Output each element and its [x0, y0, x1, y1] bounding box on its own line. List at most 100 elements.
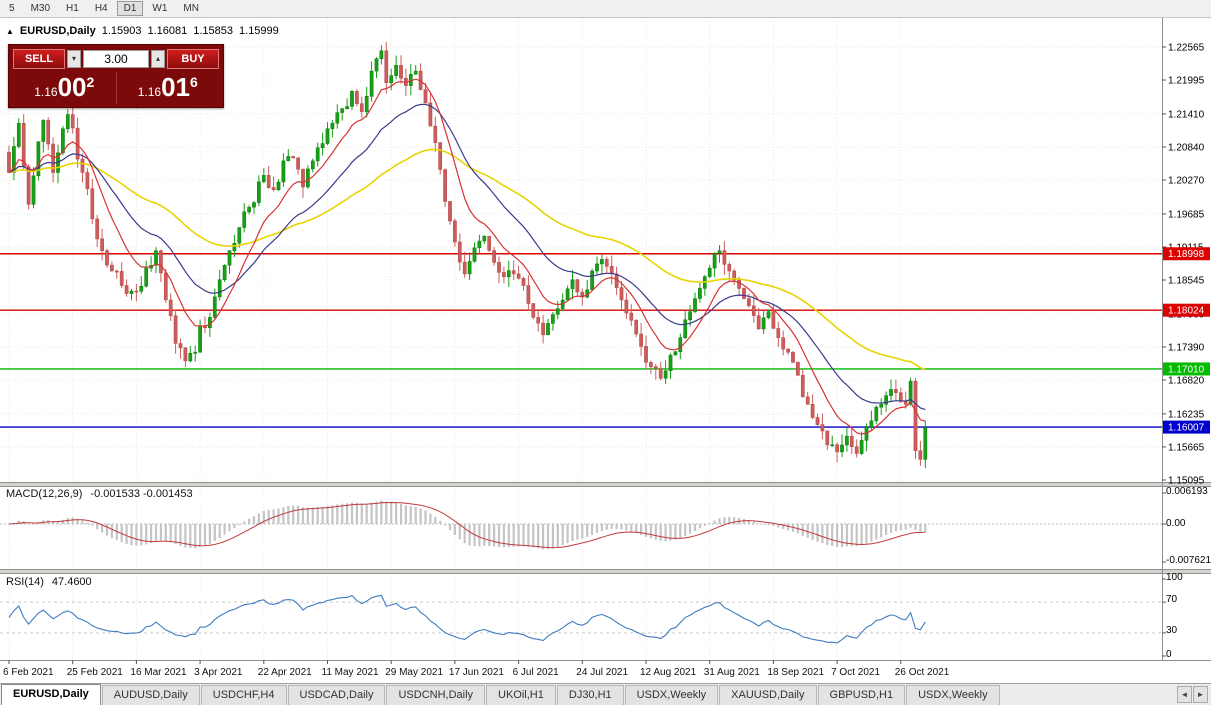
svg-text:25 Feb 2021: 25 Feb 2021	[67, 667, 124, 678]
buy-price-prefix: 1.16	[137, 85, 162, 99]
svg-text:1.22565: 1.22565	[1168, 43, 1205, 54]
svg-text:1.18545: 1.18545	[1168, 275, 1205, 286]
price-level-badge: 1.16007	[1163, 420, 1210, 434]
price-chart[interactable]: 1.22565 1.21995 1.21410 1.20840 1.20270 1.196…	[0, 18, 1211, 683]
buy-price-pips: 01	[161, 72, 190, 102]
ohlc-low: 1.15853	[193, 25, 234, 37]
svg-text:26 Oct 2021: 26 Oct 2021	[895, 667, 950, 678]
chart-symbol-label: EURUSD,Daily	[19, 25, 96, 37]
chart-tab-ukoil-h1-5[interactable]: UKOil,H1	[486, 685, 556, 705]
chart-tab-xauusd-daily-8[interactable]: XAUUSD,Daily	[719, 685, 817, 705]
sell-price-prefix: 1.16	[34, 85, 58, 99]
chart-tab-dj30-h1-6[interactable]: DJ30,H1	[556, 685, 624, 705]
svg-text:1.16820: 1.16820	[1168, 375, 1205, 386]
svg-text:24 Jul 2021: 24 Jul 2021	[576, 667, 628, 678]
macd-values: -0.001533 -0.001453	[90, 488, 193, 500]
svg-text:18 Sep 2021: 18 Sep 2021	[767, 667, 824, 678]
macd-indicator-label: MACD(12,26,9) -0.001533 -0.001453	[6, 488, 193, 500]
buy-price[interactable]: 1.16016	[117, 72, 220, 104]
rsi-axis-100: 100	[1166, 572, 1183, 583]
macd-axis-zero: 0.00	[1166, 518, 1186, 529]
pane-dividers[interactable]	[0, 482, 1211, 574]
svg-text:3 Apr 2021: 3 Apr 2021	[194, 667, 243, 678]
price-level-badge: 1.18998	[1163, 247, 1210, 261]
volume-decrease-button[interactable]: ▾	[67, 50, 81, 68]
ohlc-close: 1.15999	[239, 25, 279, 37]
chart-tab-eurusd-daily-0[interactable]: EURUSD,Daily	[1, 684, 101, 705]
svg-text:17 Jun 2021: 17 Jun 2021	[449, 667, 504, 678]
sell-button[interactable]: SELL	[13, 49, 65, 69]
symbol-tabbar: EURUSD,Daily AUDUSD,Daily USDCHF,H4 USDCAD,…	[0, 683, 1211, 705]
macd-pane	[0, 500, 1162, 550]
svg-text:1.16235: 1.16235	[1168, 409, 1205, 420]
svg-text:1.19685: 1.19685	[1168, 209, 1205, 220]
svg-text:6 Jul 2021: 6 Jul 2021	[513, 667, 560, 678]
one-click-trading-panel: SELL ▾ 3.00 ▴ BUY 1.16002 1.16016	[8, 44, 224, 108]
volume-increase-button[interactable]: ▴	[151, 50, 165, 68]
chart-tab-usdcnh-daily-4[interactable]: USDCNH,Daily	[386, 685, 486, 705]
svg-text:11 May 2021: 11 May 2021	[322, 667, 380, 678]
svg-text:16 Mar 2021: 16 Mar 2021	[130, 667, 187, 678]
timeframe-button-d1[interactable]: D1	[116, 1, 144, 16]
price-axis[interactable]: 1.22565 1.21995 1.21410 1.20840 1.20270 1.196…	[0, 18, 1211, 661]
date-axis[interactable]: 6 Feb 2021 25 Feb 2021 16 Mar 2021 3 Apr 20…	[3, 660, 950, 678]
sell-price-pips: 00	[57, 72, 87, 102]
svg-text:1.15665: 1.15665	[1168, 442, 1205, 453]
price-level-badge: 1.18024	[1163, 303, 1210, 317]
chart-tab-usdcad-daily-3[interactable]: USDCAD,Daily	[287, 685, 386, 705]
rsi-indicator-label: RSI(14) 47.4600	[6, 576, 92, 588]
svg-text:6 Feb 2021: 6 Feb 2021	[3, 667, 54, 678]
svg-text:29 May 2021: 29 May 2021	[385, 667, 443, 678]
buy-button[interactable]: BUY	[167, 49, 219, 69]
sell-price-point: 2	[86, 74, 95, 90]
svg-text:1.17010: 1.17010	[1168, 364, 1205, 375]
moving-averages	[8, 78, 926, 435]
timeframe-button-w1[interactable]: W1	[145, 1, 174, 16]
rsi-pane	[0, 594, 1162, 644]
svg-text:1.20270: 1.20270	[1168, 176, 1205, 187]
svg-text:1.15095: 1.15095	[1168, 475, 1205, 486]
rsi-axis-30: 30	[1166, 625, 1178, 636]
svg-text:1.16007: 1.16007	[1168, 423, 1205, 434]
volume-input[interactable]: 3.00	[83, 50, 149, 68]
macd-axis-min: -0.007621	[1166, 555, 1211, 566]
svg-text:7 Oct 2021: 7 Oct 2021	[831, 667, 880, 678]
svg-text:1.21995: 1.21995	[1168, 76, 1205, 87]
tabs-scroll-right-button[interactable]: ►	[1193, 686, 1208, 703]
horizontal-level-lines[interactable]	[0, 253, 1162, 428]
svg-text:1.18998: 1.18998	[1168, 249, 1205, 260]
timeframe-button-5[interactable]: 5	[2, 1, 22, 16]
timeframe-button-h4[interactable]: H4	[88, 1, 115, 16]
chart-tab-usdx-weekly-10[interactable]: USDX,Weekly	[906, 685, 1000, 705]
buy-price-point: 6	[189, 74, 198, 90]
timeframe-toolbar: 5 M30 H1 H4 D1 W1 MN	[0, 0, 1211, 18]
svg-text:1.21410: 1.21410	[1168, 109, 1205, 120]
macd-axis-max: 0.006193	[1166, 486, 1208, 497]
svg-text:12 Aug 2021: 12 Aug 2021	[640, 667, 697, 678]
rsi-axis-0: 0	[1166, 649, 1172, 660]
svg-text:1.18024: 1.18024	[1168, 306, 1205, 317]
timeframe-button-mn[interactable]: MN	[176, 1, 206, 16]
rsi-value: 47.4600	[51, 576, 92, 588]
chart-tab-usdchf-h4-2[interactable]: USDCHF,H4	[200, 685, 287, 705]
tabs-scroll-left-button[interactable]: ◄	[1177, 686, 1192, 703]
tab-scroll-controls: ◄ ►	[1174, 686, 1211, 705]
symbol-tabs: EURUSD,Daily AUDUSD,Daily USDCHF,H4 USDCAD,…	[0, 683, 1174, 705]
timeframe-button-m30[interactable]: M30	[24, 1, 57, 16]
sell-price[interactable]: 1.16002	[13, 72, 117, 104]
chart-window: 1.22565 1.21995 1.21410 1.20840 1.20270 1.196…	[0, 18, 1211, 683]
candles-layer[interactable]	[7, 42, 928, 468]
chart-tab-audusd-daily-1[interactable]: AUDUSD,Daily	[101, 685, 200, 705]
chart-tab-gbpusd-h1-9[interactable]: GBPUSD,H1	[817, 685, 906, 705]
svg-text:31 Aug 2021: 31 Aug 2021	[704, 667, 761, 678]
rsi-axis-70: 70	[1166, 594, 1178, 605]
macd-name: MACD(12,26,9)	[6, 488, 83, 500]
price-level-badge: 1.17010	[1163, 362, 1210, 376]
svg-text:1.20840: 1.20840	[1168, 142, 1205, 153]
rsi-name: RSI(14)	[6, 576, 44, 588]
chart-tab-usdx-weekly-7[interactable]: USDX,Weekly	[624, 685, 719, 705]
ohlc-header: ▲ EURUSD,Daily 1.15903 1.16081 1.15853 1…	[6, 25, 279, 37]
ohlc-open: 1.15903	[101, 25, 142, 37]
timeframe-button-h1[interactable]: H1	[59, 1, 86, 16]
symbol-marker-icon: ▲	[6, 26, 14, 36]
